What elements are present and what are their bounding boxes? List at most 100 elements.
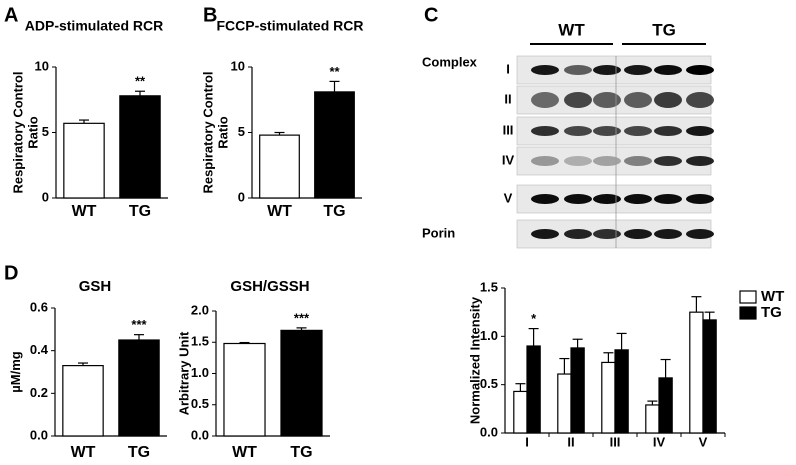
x-tick-label: WT xyxy=(267,203,292,220)
bar xyxy=(223,342,266,437)
error-bar xyxy=(239,341,250,344)
error-bar xyxy=(135,90,145,96)
bar xyxy=(645,404,660,434)
blot-band xyxy=(624,229,652,239)
chart-title: FCCP-stimulated RCR xyxy=(216,18,363,34)
y-tick-label: 0 xyxy=(238,189,245,204)
annotation: *** xyxy=(131,317,147,332)
x-tick-label: III xyxy=(610,434,621,449)
row-label: IV xyxy=(502,152,515,167)
annotation: * xyxy=(531,311,537,326)
annotation: ** xyxy=(329,64,340,79)
blot-band xyxy=(564,229,592,239)
error-bar xyxy=(134,334,144,340)
y-axis-label-box: Normalized Intensity xyxy=(467,296,483,425)
error-bar xyxy=(274,131,285,136)
blot-band xyxy=(654,65,682,75)
error-bar xyxy=(572,338,583,348)
bar xyxy=(557,373,572,434)
bar xyxy=(614,349,629,434)
error-bar xyxy=(329,80,340,92)
x-tick-label: WT xyxy=(72,203,97,220)
error-bar xyxy=(616,332,627,350)
blot-band xyxy=(564,65,592,75)
bar xyxy=(119,95,161,199)
y-tick-label: 0.5 xyxy=(480,376,498,391)
y-tick-label: 5 xyxy=(42,124,49,139)
y-tick-label: 10 xyxy=(35,58,49,73)
row-label: III xyxy=(503,122,514,137)
blot-band xyxy=(564,156,592,166)
y-tick-label: 0.6 xyxy=(30,299,48,314)
y-axis-label-box: µM/mg xyxy=(7,351,23,393)
blot-band xyxy=(624,126,652,136)
error-bar xyxy=(296,327,307,331)
x-tick-label: TG xyxy=(129,203,151,220)
blot-band xyxy=(564,92,592,108)
blot-band xyxy=(686,156,714,166)
blot-band xyxy=(624,65,652,75)
bar xyxy=(702,319,717,434)
x-tick-label: TG xyxy=(323,203,345,220)
blot-band xyxy=(564,194,592,204)
y-axis-label: Normalized Intensity xyxy=(467,296,483,425)
blot-band xyxy=(654,229,682,239)
y-axis-label: µM/mg xyxy=(7,351,23,393)
blot-band xyxy=(531,126,559,136)
error-bar xyxy=(528,328,539,346)
blot-band xyxy=(593,65,621,75)
row-label: V xyxy=(504,190,513,205)
error-bar xyxy=(691,296,702,313)
x-tick-label: TG xyxy=(128,444,150,461)
y-tick-label: 0.2 xyxy=(30,385,48,400)
blot-band xyxy=(593,92,621,108)
x-tick-label: I xyxy=(525,434,529,449)
blot-band xyxy=(686,194,714,204)
y-axis-label: Respiratory Control Ratio xyxy=(200,71,230,194)
blot-band xyxy=(654,92,682,108)
loading-label: Porin xyxy=(422,225,455,240)
bar xyxy=(570,347,585,434)
bar xyxy=(314,91,355,199)
row-title: Complex xyxy=(422,54,478,69)
legend-swatch xyxy=(739,306,757,320)
blot-band xyxy=(654,194,682,204)
y-tick-label: 1.0 xyxy=(480,328,498,343)
legend-label: WT xyxy=(761,288,784,305)
bar xyxy=(689,311,704,434)
x-tick-label: TG xyxy=(290,444,312,461)
bar xyxy=(259,134,300,199)
row-label: II xyxy=(504,91,511,106)
error-bar xyxy=(79,119,89,124)
chart-title: ADP-stimulated RCR xyxy=(25,18,163,34)
bar xyxy=(62,365,104,437)
blot-band xyxy=(624,92,652,108)
y-tick-label: 10 xyxy=(231,58,245,73)
bar xyxy=(118,339,160,437)
error-bar xyxy=(660,358,671,378)
legend-label: TG xyxy=(761,304,782,321)
error-bar xyxy=(647,400,658,405)
panel-letter: C xyxy=(424,4,438,26)
y-axis-label-box: Respiratory Control Ratio xyxy=(200,71,230,194)
x-tick-label: WT xyxy=(232,444,257,461)
x-tick-label: II xyxy=(567,434,574,449)
group-label: WT xyxy=(558,20,585,39)
blot-band xyxy=(686,92,714,108)
blot-band xyxy=(531,65,559,75)
blot-band xyxy=(686,126,714,136)
x-tick-label: V xyxy=(699,434,708,449)
error-bar xyxy=(704,311,715,320)
y-tick-label: 2.0 xyxy=(191,302,209,317)
bar xyxy=(63,122,105,199)
blot-band xyxy=(593,126,621,136)
error-bar xyxy=(78,362,88,366)
blot-band xyxy=(624,194,652,204)
blot-band xyxy=(531,156,559,166)
blot-band xyxy=(686,65,714,75)
blot-band xyxy=(686,229,714,239)
bar xyxy=(658,377,673,434)
blot-band xyxy=(654,156,682,166)
blot-band xyxy=(593,156,621,166)
